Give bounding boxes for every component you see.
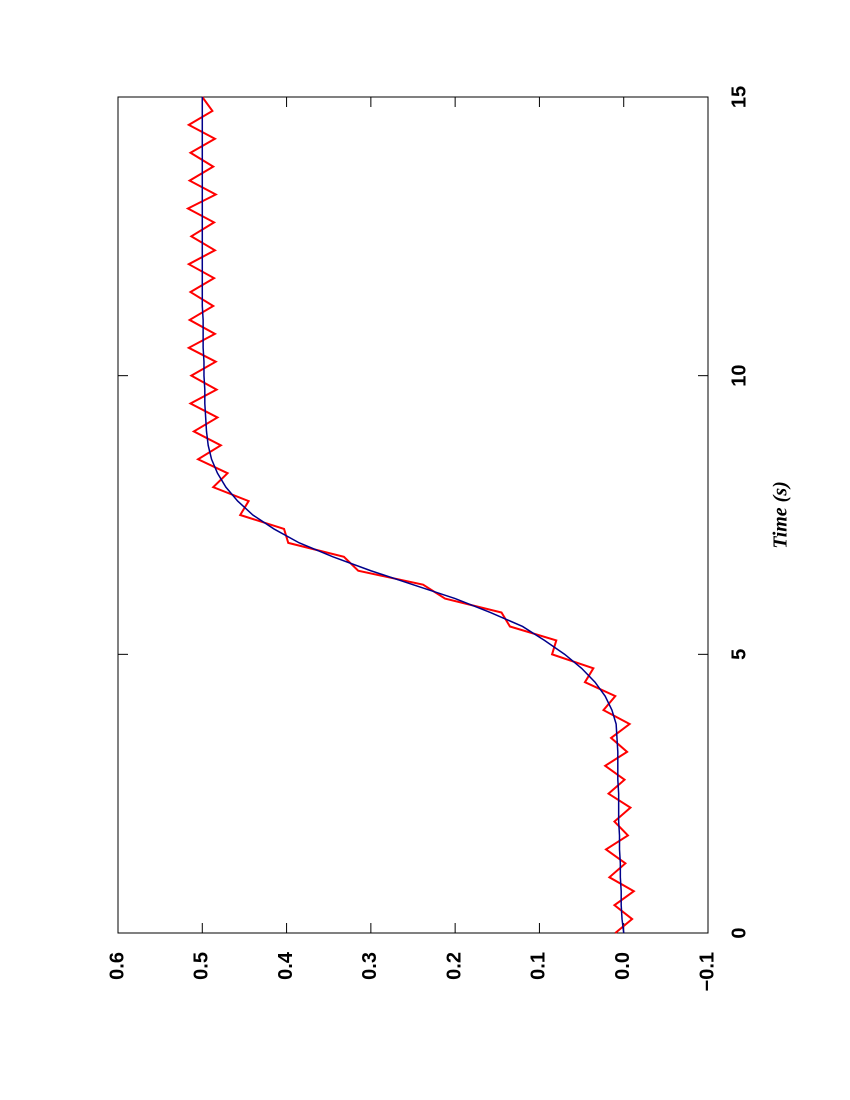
y-tick-label: 0.5 xyxy=(191,952,213,980)
y-tick-label: 0.2 xyxy=(443,952,465,980)
x-tick-label: 5 xyxy=(728,649,750,660)
data-line xyxy=(185,96,636,934)
x-tick-label: 15 xyxy=(728,86,750,108)
y-tick-label: 0.1 xyxy=(528,952,550,980)
y-tick-label: 0.6 xyxy=(106,952,128,980)
y-tick-label: −0.1 xyxy=(696,952,718,991)
y-tick-label: 0.4 xyxy=(275,951,297,980)
x-axis-title: Time (s) xyxy=(770,481,792,549)
y-tick-label: 0.3 xyxy=(359,952,381,980)
x-tick-label: 0 xyxy=(728,927,750,938)
plot-frame xyxy=(117,96,709,934)
x-tick-label: 10 xyxy=(728,365,750,387)
data-line xyxy=(201,97,625,934)
y-tick-label: 0.0 xyxy=(612,952,634,980)
